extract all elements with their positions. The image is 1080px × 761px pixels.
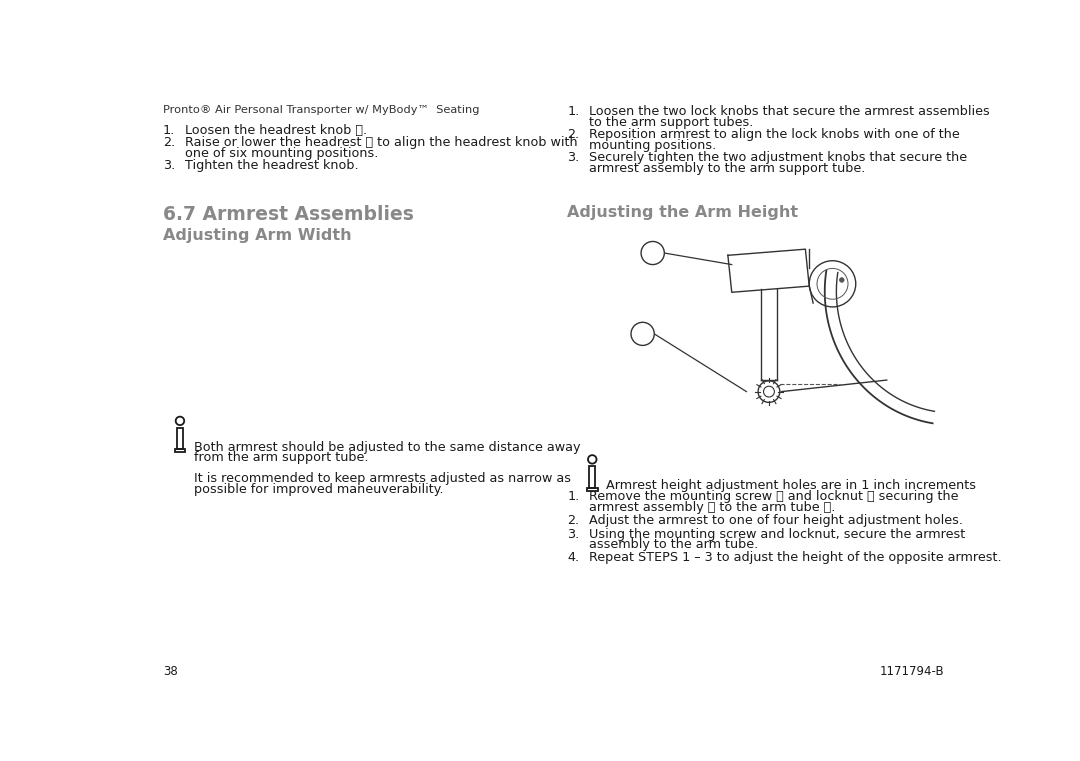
Text: Using the mounting screw and locknut, secure the armrest: Using the mounting screw and locknut, se… (590, 527, 966, 540)
Text: 1.: 1. (163, 123, 175, 137)
Text: Reposition armrest to align the lock knobs with one of the: Reposition armrest to align the lock kno… (590, 129, 960, 142)
Text: 3.: 3. (567, 527, 580, 540)
Text: Repeat STEPS 1 – 3 to adjust the height of the opposite armrest.: Repeat STEPS 1 – 3 to adjust the height … (590, 552, 1002, 565)
Text: 2.: 2. (567, 514, 580, 527)
Text: 2.: 2. (567, 129, 580, 142)
Text: to the arm support tubes.: to the arm support tubes. (590, 116, 754, 129)
Text: 3.: 3. (567, 151, 580, 164)
Bar (590, 466, 595, 488)
Text: Securely tighten the two adjustment knobs that secure the: Securely tighten the two adjustment knob… (590, 151, 968, 164)
Text: 2.: 2. (163, 136, 175, 149)
Text: Adjusting the Arm Height: Adjusting the Arm Height (567, 205, 798, 220)
Circle shape (631, 323, 654, 345)
Text: from the arm support tube.: from the arm support tube. (194, 451, 368, 464)
Text: 1.: 1. (567, 490, 580, 503)
Text: Both armrest should be adjusted to the same distance away: Both armrest should be adjusted to the s… (194, 441, 580, 454)
Text: Armrest height adjustment holes are in 1 inch increments: Armrest height adjustment holes are in 1… (606, 479, 976, 492)
Text: 1.: 1. (567, 105, 580, 118)
Text: 1171794-B: 1171794-B (879, 665, 944, 678)
Text: mounting positions.: mounting positions. (590, 139, 716, 151)
Circle shape (642, 241, 664, 265)
Text: 4.: 4. (567, 552, 580, 565)
Bar (586, 488, 597, 491)
Bar (175, 449, 186, 453)
Text: armrest assembly to the arm support tube.: armrest assembly to the arm support tube… (590, 162, 865, 175)
Text: A: A (638, 327, 647, 340)
Text: Adjusting Arm Width: Adjusting Arm Width (163, 228, 351, 244)
Circle shape (839, 278, 845, 282)
Text: Tighten the headrest knob.: Tighten the headrest knob. (185, 160, 359, 173)
Text: Adjust the armrest to one of four height adjustment holes.: Adjust the armrest to one of four height… (590, 514, 963, 527)
Text: assembly to the arm tube.: assembly to the arm tube. (590, 538, 758, 551)
Text: Raise or lower the headrest Ⓑ to align the headrest knob with: Raise or lower the headrest Ⓑ to align t… (185, 136, 577, 149)
Text: Remove the mounting screw Ⓐ and locknut Ⓑ securing the: Remove the mounting screw Ⓐ and locknut … (590, 490, 959, 503)
Text: Loosen the headrest knob Ⓐ.: Loosen the headrest knob Ⓐ. (185, 123, 367, 137)
Bar (177, 428, 183, 449)
Polygon shape (728, 249, 809, 292)
Text: B: B (648, 247, 657, 260)
Text: 38: 38 (163, 665, 177, 678)
Text: armrest assembly Ⓒ to the arm tube Ⓓ.: armrest assembly Ⓒ to the arm tube Ⓓ. (590, 501, 836, 514)
Text: possible for improved maneuverability.: possible for improved maneuverability. (194, 483, 444, 496)
Text: 6.7 Armrest Assemblies: 6.7 Armrest Assemblies (163, 205, 414, 224)
Text: It is recommended to keep armrests adjusted as narrow as: It is recommended to keep armrests adjus… (194, 473, 571, 486)
Text: one of six mounting positions.: one of six mounting positions. (185, 147, 378, 160)
Text: Pronto® Air Personal Transporter w/ MyBody™  Seating: Pronto® Air Personal Transporter w/ MyBo… (163, 105, 480, 115)
Text: 3.: 3. (163, 160, 175, 173)
Text: Loosen the two lock knobs that secure the armrest assemblies: Loosen the two lock knobs that secure th… (590, 105, 990, 118)
